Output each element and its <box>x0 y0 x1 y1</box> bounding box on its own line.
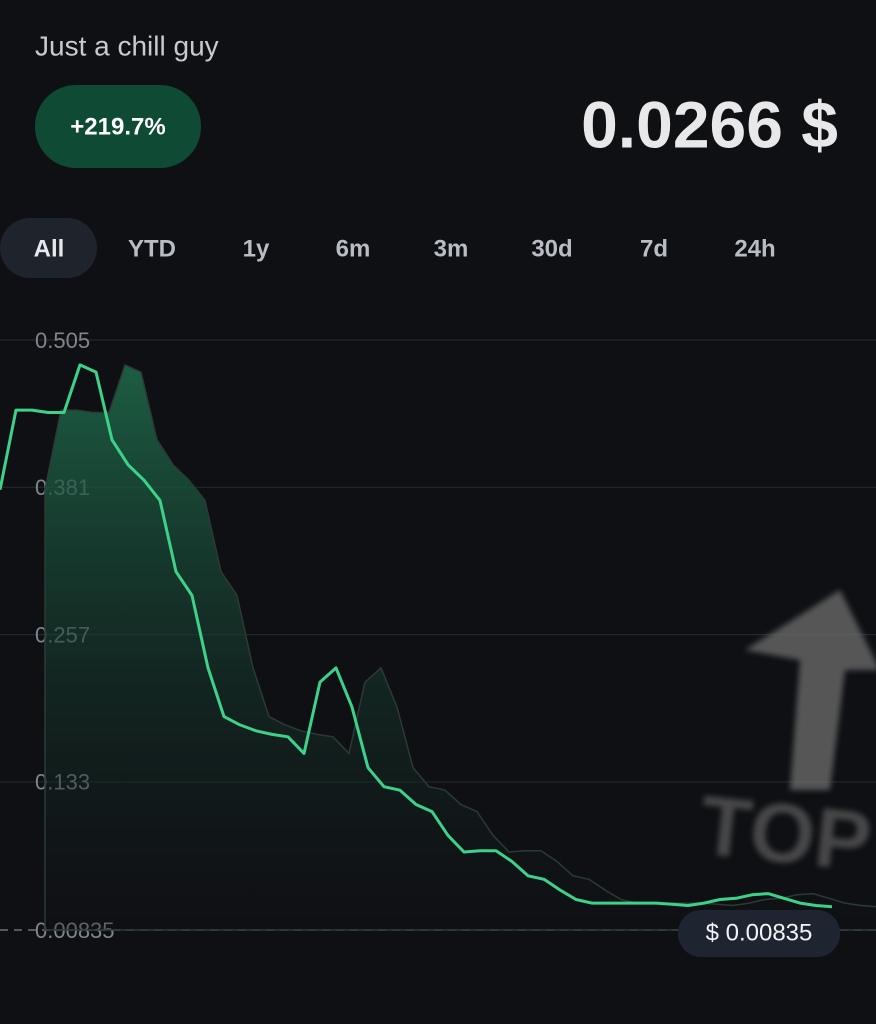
tabs: All YTD 1y 6m 3m 30d 7d 24h <box>34 235 776 262</box>
change-text: +219.7% <box>70 113 165 140</box>
tab[interactable]: All <box>34 235 65 262</box>
tab[interactable]: 30d <box>531 235 572 262</box>
top-text: TOP <box>696 778 876 889</box>
y-tick-label: 0.505 <box>35 328 90 353</box>
tab[interactable]: 7d <box>640 235 668 262</box>
current-price-pill <box>678 910 840 957</box>
plot <box>0 363 876 931</box>
price: 0.0266 $ <box>581 87 838 161</box>
tab[interactable]: 3m <box>434 235 469 262</box>
price-line <box>0 363 833 909</box>
tab[interactable]: 6m <box>336 235 371 262</box>
tab[interactable]: YTD <box>128 235 176 262</box>
top-arrow <box>745 590 876 790</box>
top-sticker: TOP <box>696 590 876 889</box>
area-fill <box>44 363 876 931</box>
tab-active-bg <box>0 218 97 278</box>
current-price-label: $ 0.00835 <box>706 919 813 946</box>
change-pill <box>35 85 201 168</box>
asset-title: Just a chill guy <box>35 30 219 61</box>
tab[interactable]: 1y <box>243 235 270 262</box>
tab[interactable]: 24h <box>734 235 775 262</box>
current-price: $ 0.00835 <box>678 910 840 957</box>
